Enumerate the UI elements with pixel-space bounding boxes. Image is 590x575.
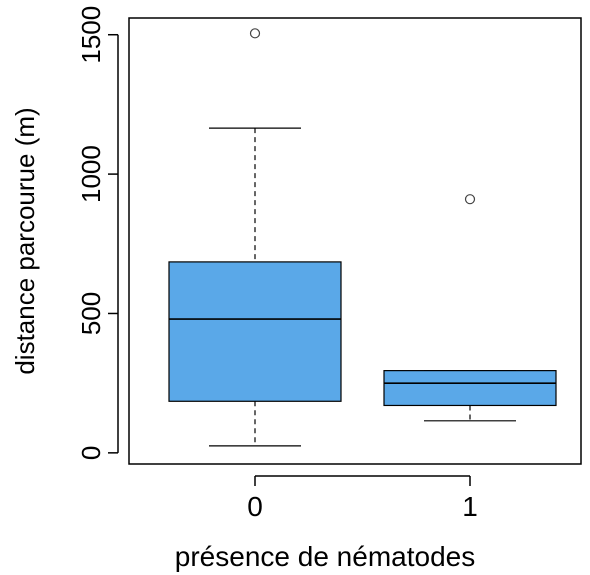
outlier-1-0 (464, 194, 476, 205)
y-axis: 0 500 1000 1500 (76, 6, 119, 460)
x-tick-label-0: 0 (247, 491, 263, 522)
x-axis-label: présence de nématodes (175, 541, 475, 572)
outlier-0-0 (249, 28, 261, 39)
x-tick-label-1: 1 (462, 491, 478, 522)
y-tick-label-1500: 1500 (76, 6, 106, 64)
y-tick-label-0: 0 (76, 446, 106, 460)
y-tick-label-500: 500 (76, 292, 106, 335)
box-0 (168, 28, 342, 447)
plot-frame (128, 17, 582, 465)
box-rect-1 (383, 370, 557, 407)
boxes (168, 28, 557, 447)
y-axis-label: distance parcourue (m) (10, 107, 40, 374)
y-tick-label-1000: 1000 (76, 145, 106, 203)
box-rect-0 (168, 261, 342, 402)
box-1 (383, 194, 557, 422)
